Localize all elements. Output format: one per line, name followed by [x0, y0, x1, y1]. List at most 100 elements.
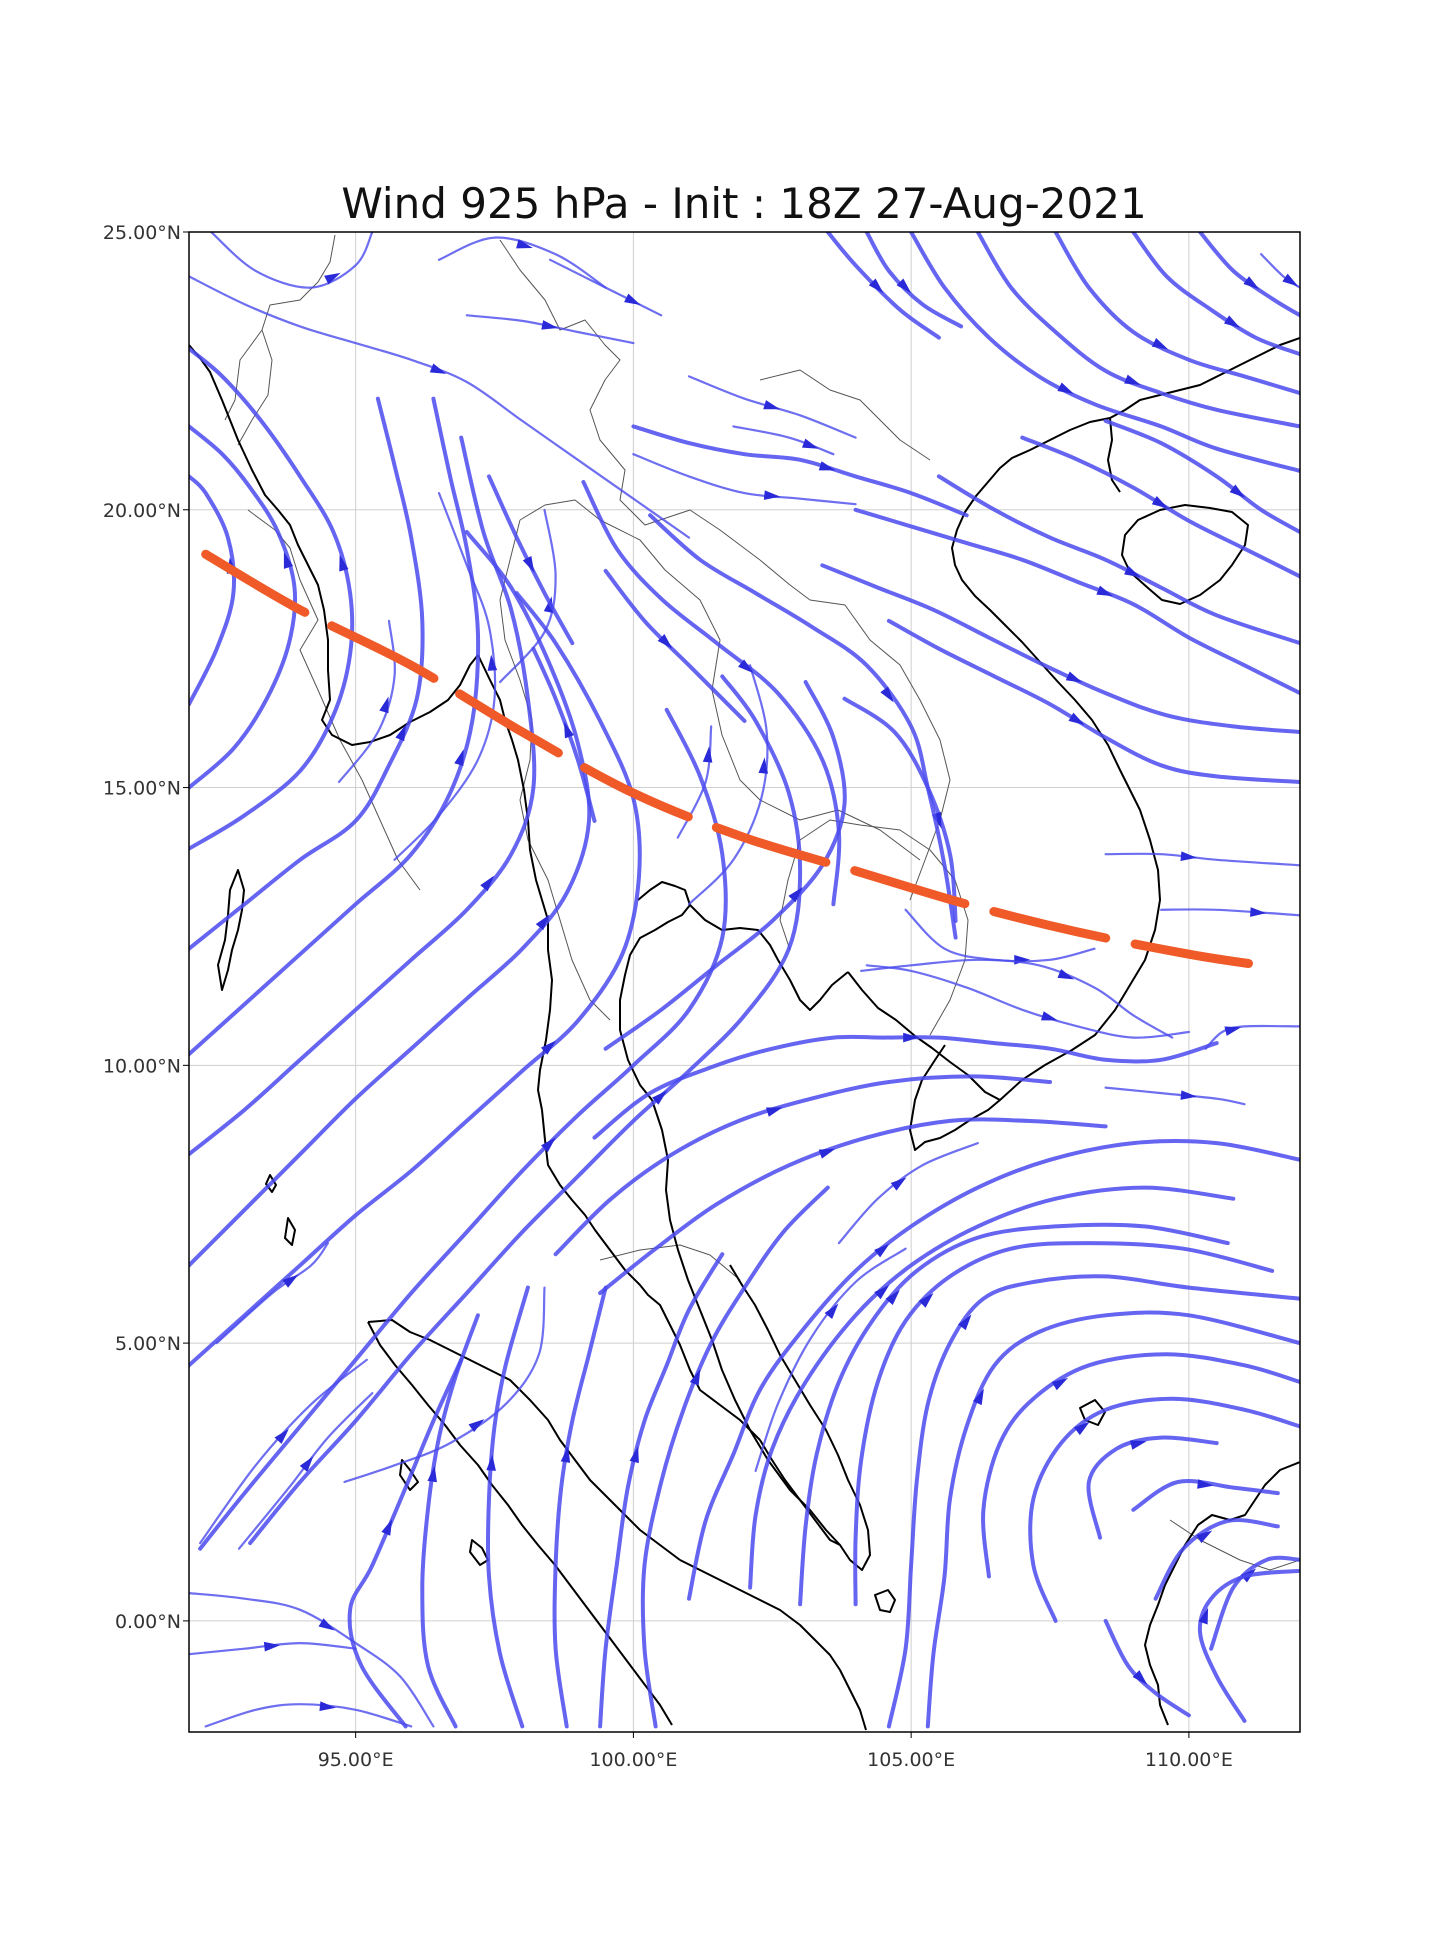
coastline-vietnam-east	[951, 417, 1161, 1101]
streamline-17	[853, 507, 1300, 696]
streamline-56	[748, 1185, 1236, 1590]
y-tick-label: 20.00°N	[103, 500, 181, 522]
country-border-myanmar-laos	[237, 329, 421, 891]
streamline-arrow-5	[763, 400, 780, 410]
streamline-arrow-49	[1057, 969, 1075, 980]
y-tick-label: 25.00°N	[103, 222, 181, 244]
country-border-myanmar-china	[224, 234, 336, 421]
streamline-36	[393, 492, 497, 861]
y-tick-label: 0.00°N	[115, 1611, 181, 1633]
streamline-arrow-9	[896, 278, 912, 294]
streamline-arrow-33	[541, 1137, 556, 1153]
streamline-arrow-8	[868, 278, 884, 294]
land-outlines	[189, 234, 1300, 1731]
streamline-arrow-21	[1068, 712, 1085, 726]
y-tick-label: 5.00°N	[115, 1333, 181, 1355]
streamline-arrow-66	[1196, 1530, 1213, 1544]
streamline-arrow-22	[1065, 671, 1083, 683]
streamline-arrow-39	[702, 746, 713, 763]
streamline-62	[1028, 1396, 1300, 1623]
trough-line-path	[201, 549, 1266, 970]
streamline-18	[936, 474, 1300, 646]
streamline-arrow-15	[1243, 276, 1260, 290]
streamline-2	[437, 236, 607, 289]
streamline-arrow-81	[282, 1274, 299, 1288]
country-border-thailand-west	[499, 519, 611, 1021]
streamline-25	[189, 474, 236, 707]
streamline-4	[549, 258, 663, 317]
x-tick-label: 105.00°E	[867, 1749, 955, 1771]
streamline-27	[189, 346, 355, 851]
streamline-arrow-31	[535, 914, 550, 931]
streamline-arrow-48	[1040, 1011, 1058, 1021]
streamline-arrow-54	[818, 1148, 836, 1159]
y-tick-label: 10.00°N	[103, 1055, 181, 1077]
streamline-66	[1153, 1518, 1280, 1601]
coastline-china-south	[1109, 337, 1300, 419]
streamline-arrow-32	[540, 1040, 557, 1055]
streamline-arrow-34	[652, 1090, 668, 1105]
streamline-arrow-16	[1282, 273, 1299, 287]
streamline-46	[648, 513, 958, 940]
streamline-arrow-24	[1250, 907, 1267, 917]
streamline-arrow-51	[1180, 1090, 1197, 1100]
streamline-arrow-2	[516, 239, 533, 249]
y-tick-label: 15.00°N	[103, 778, 181, 800]
streamline-49	[860, 958, 1174, 1039]
streamline-arrow-18	[1124, 565, 1141, 578]
country-border-china-myanmar-east	[499, 239, 761, 561]
streamline-arrow-46	[880, 686, 894, 703]
streamline-arrow-80	[468, 1419, 485, 1433]
streamline-arrow-37	[379, 696, 389, 714]
streamline-arrow-17	[1096, 585, 1114, 597]
streamline-71	[552, 1285, 608, 1729]
streamline-arrow-4	[624, 293, 641, 306]
streamline-arrow-62	[1074, 1421, 1090, 1436]
streamline-arrow-76	[263, 1641, 281, 1652]
streamline-arrow-41	[564, 721, 574, 739]
streamline-60	[925, 1310, 1300, 1729]
streamline-68	[1197, 1568, 1300, 1723]
coastline-cambodia-vietnam-south	[847, 971, 1001, 1151]
streamline-arrow-10	[818, 461, 836, 471]
country-border-malaysia-thailand	[599, 1244, 741, 1281]
streamline-arrow-71	[560, 1446, 571, 1463]
streamline-30	[189, 435, 537, 1157]
streamline-arrow-60	[972, 1388, 984, 1406]
streamline-arrow-53	[765, 1107, 783, 1117]
streamline-arrow-13	[1151, 338, 1169, 350]
streamline-40	[499, 508, 557, 684]
streamline-arrow-69	[689, 1369, 701, 1386]
streamline-0	[189, 275, 691, 539]
x-tick-label: 95.00°E	[318, 1749, 394, 1771]
streamline-arrow-82	[824, 1303, 839, 1320]
streamline-arrow-72	[486, 1454, 496, 1471]
streamline-7	[732, 425, 835, 456]
streamline-57	[798, 1222, 1230, 1607]
streamline-arrow-74	[381, 1519, 393, 1536]
streamline-arrow-3	[541, 320, 558, 330]
island-hainan	[1121, 504, 1249, 605]
streamline-arrow-23	[1180, 851, 1197, 861]
streamline-58	[853, 1241, 1275, 1607]
chart-title: Wind 925 hPa - Init : 18Z 27-Aug-2021	[341, 179, 1146, 228]
streamline-arrow-42	[522, 556, 535, 573]
coastline-leizhou	[1107, 417, 1121, 493]
streamline-arrow-27	[339, 554, 349, 572]
coastline-sumatra-east	[679, 1559, 867, 1731]
streamline-32	[189, 591, 642, 1368]
streamline-arrow-28	[395, 724, 406, 742]
streamline-arrow-30	[480, 875, 494, 892]
streamline-38	[687, 664, 769, 906]
streamline-20	[1103, 418, 1300, 534]
streamline-61	[981, 1352, 1300, 1579]
streamline-arrow-58	[918, 1293, 934, 1308]
country-border-thailand-north	[519, 499, 921, 861]
streamline-59	[886, 1274, 1300, 1729]
streamline-arrow-35	[788, 887, 803, 903]
streamline-22	[820, 563, 1300, 734]
streamline-70	[598, 1252, 725, 1729]
streamline-arrow-26	[283, 552, 294, 569]
streamline-77	[204, 1703, 413, 1728]
streamline-31	[189, 530, 592, 1268]
